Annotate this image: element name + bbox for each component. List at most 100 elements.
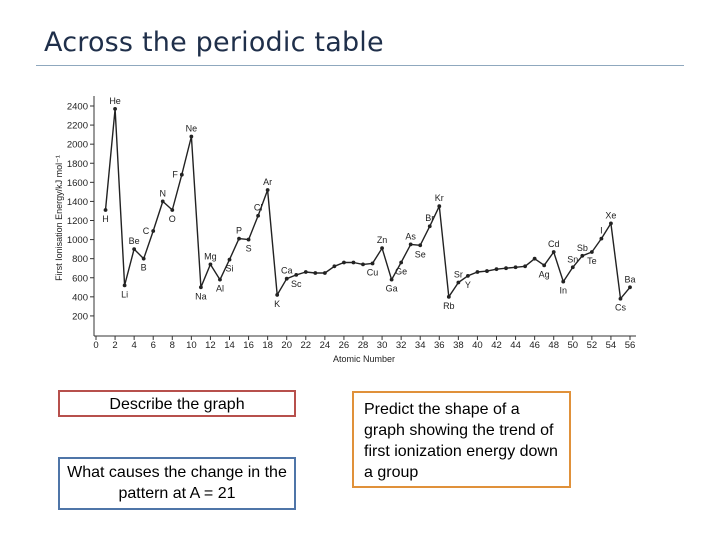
element-label: As [405, 231, 416, 241]
predict-shape-prompt: Predict the shape of a graph showing the… [352, 391, 571, 488]
data-point [284, 276, 289, 281]
x-tick-label: 16 [243, 340, 254, 351]
element-label: Ge [395, 266, 407, 276]
ionization-energy-line [104, 108, 631, 300]
data-point [599, 236, 604, 241]
x-tick-label: 52 [587, 340, 598, 351]
data-point [303, 270, 308, 274]
pattern-change-question: What causes the change in the pattern at… [58, 457, 296, 510]
y-tick-label: 1600 [67, 178, 88, 189]
element-label: C [143, 226, 150, 236]
x-tick-label: 18 [262, 340, 273, 351]
data-point [542, 263, 547, 268]
y-tick-label: 1800 [67, 159, 88, 170]
describe-graph-prompt: Describe the graph [58, 390, 296, 417]
data-point [189, 134, 194, 139]
data-point [151, 229, 156, 233]
data-point [256, 213, 261, 218]
data-point [504, 266, 508, 271]
y-tick-label: 2200 [67, 121, 88, 132]
data-point [427, 224, 432, 229]
element-label: Xe [605, 210, 616, 220]
data-point [551, 250, 556, 254]
data-point [361, 262, 365, 267]
x-tick-label: 56 [625, 340, 636, 351]
data-point [103, 208, 108, 212]
element-label: H [102, 214, 109, 224]
data-point [589, 250, 594, 254]
element-label: Al [216, 284, 224, 294]
x-tick-label: 32 [396, 340, 407, 351]
x-tick-label: 10 [186, 340, 197, 351]
data-point [465, 273, 470, 278]
data-point [570, 265, 575, 270]
element-label: Sr [454, 270, 463, 280]
element-label: Cl [254, 203, 263, 213]
y-tick-label: 2400 [67, 102, 88, 113]
data-point [313, 271, 318, 275]
element-label: Ag [539, 269, 550, 279]
element-label: Na [195, 291, 207, 301]
element-label: Ba [624, 274, 635, 284]
element-label: O [169, 214, 176, 224]
y-tick-label: 1200 [67, 216, 88, 227]
data-point [380, 246, 384, 251]
element-label: I [600, 226, 603, 236]
data-point [275, 293, 280, 297]
data-point [370, 261, 375, 266]
x-tick-label: 4 [131, 340, 136, 351]
data-point [332, 264, 337, 269]
data-point [265, 188, 270, 192]
element-label: Sn [567, 254, 578, 264]
data-point [446, 294, 451, 299]
y-axis-title: First Ionisation Energy/kJ mol⁻¹ [54, 155, 64, 281]
element-label: Cu [367, 267, 379, 277]
element-label: Ca [281, 266, 293, 276]
x-tick-label: 22 [300, 340, 311, 351]
data-point [389, 277, 394, 282]
y-tick-label: 1000 [67, 235, 88, 246]
y-axis-title-group: First Ionisation Energy/kJ mol⁻¹ [54, 155, 64, 281]
element-label: Rb [443, 301, 455, 311]
x-tick-label: 26 [339, 340, 350, 351]
x-tick-label: 38 [453, 340, 464, 351]
data-point [160, 199, 165, 204]
data-point [141, 256, 146, 261]
element-label: Ne [186, 124, 198, 134]
element-label: Ga [386, 284, 398, 294]
data-point [628, 285, 632, 290]
data-point [475, 270, 480, 274]
x-tick-label: 20 [281, 340, 292, 351]
data-point [399, 260, 404, 265]
x-tick-label: 28 [358, 340, 369, 351]
x-tick-label: 2 [112, 340, 117, 351]
data-point [218, 277, 222, 282]
data-point [351, 260, 356, 265]
element-label: Li [121, 289, 128, 299]
element-label: Y [465, 280, 471, 290]
data-point [132, 247, 137, 252]
element-label: Br [425, 213, 434, 223]
slide-title: Across the periodic table [44, 27, 384, 58]
element-label: Sc [291, 279, 302, 289]
x-tick-label: 36 [434, 340, 445, 351]
element-label: Ar [263, 177, 272, 187]
x-tick-label: 48 [548, 340, 559, 351]
y-tick-label: 600 [72, 273, 88, 284]
data-point [237, 236, 241, 241]
y-tick-label: 200 [72, 311, 88, 322]
element-label: F [172, 170, 178, 180]
element-label: K [274, 299, 280, 309]
x-tick-label: 12 [205, 340, 216, 351]
data-point [246, 237, 251, 242]
data-point [170, 208, 175, 212]
data-point [418, 243, 423, 248]
data-point [609, 221, 613, 226]
x-tick-label: 42 [491, 340, 502, 351]
data-point [342, 260, 346, 265]
x-tick-label: 50 [567, 340, 578, 351]
element-label: Cs [615, 303, 626, 313]
x-tick-label: 14 [224, 340, 235, 351]
x-tick-label: 0 [93, 340, 98, 351]
